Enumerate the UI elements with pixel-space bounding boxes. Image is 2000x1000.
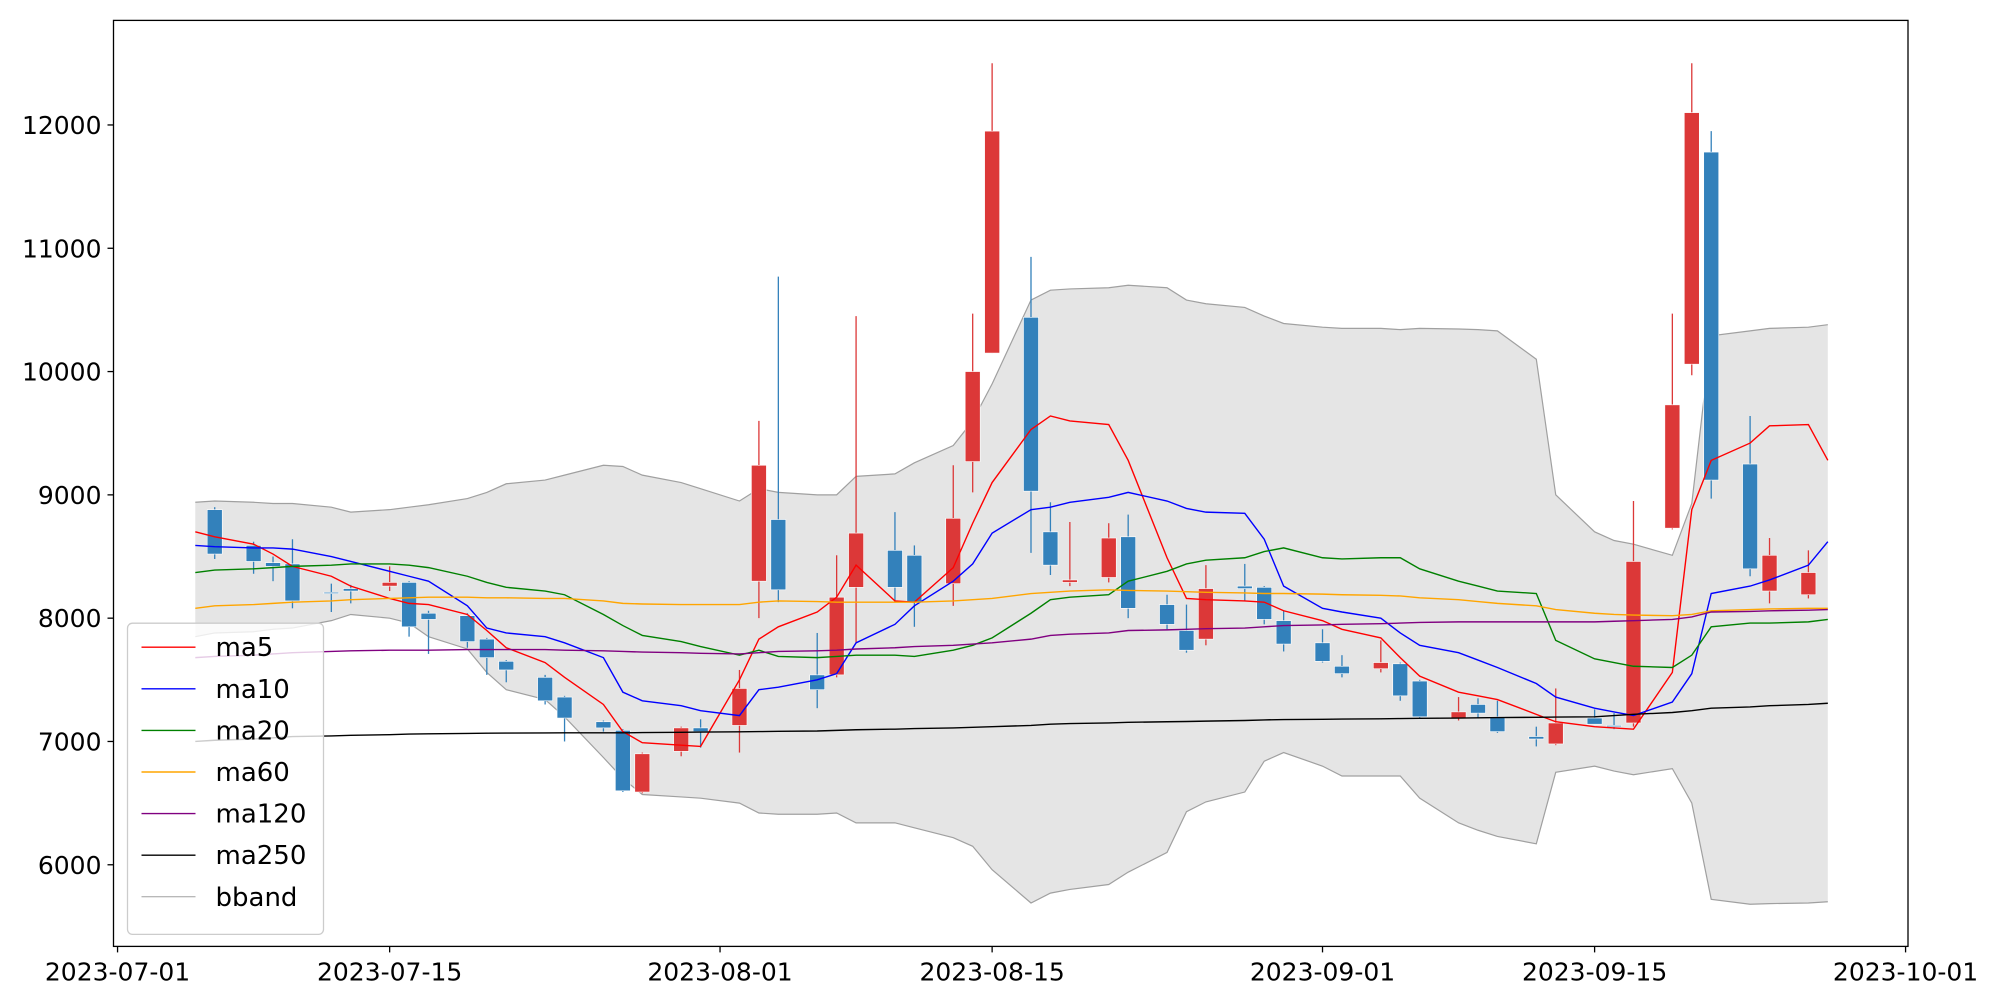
x-tick-label: 2023-08-01 bbox=[647, 957, 792, 986]
candle-body bbox=[692, 727, 709, 732]
candle-body bbox=[537, 677, 553, 702]
candle-body bbox=[828, 596, 845, 676]
candle-body bbox=[1120, 536, 1136, 609]
ma-line bbox=[195, 415, 1829, 748]
candle-body bbox=[323, 591, 340, 594]
candle-body bbox=[964, 371, 981, 462]
candle-body bbox=[479, 638, 495, 658]
candle-body bbox=[809, 674, 826, 690]
y-tick-label: 9000 bbox=[38, 481, 102, 510]
y-tick-label: 11000 bbox=[22, 234, 102, 263]
candle-body bbox=[731, 688, 748, 726]
legend-label: ma120 bbox=[216, 800, 307, 830]
y-tick-label: 12000 bbox=[22, 111, 102, 140]
candle-body bbox=[1042, 531, 1059, 566]
legend-label: ma10 bbox=[216, 675, 290, 705]
x-tick-label: 2023-09-01 bbox=[1250, 957, 1395, 986]
legend: ma5 ma10 ma20 ma60 ma120 ma250 bband bbox=[126, 622, 325, 936]
x-tick-label: 2023-07-15 bbox=[317, 957, 462, 986]
plot bbox=[195, 63, 1829, 905]
candle-body bbox=[284, 563, 301, 602]
y-tick-label: 10000 bbox=[22, 358, 102, 387]
candle-body bbox=[770, 519, 787, 591]
candle-body bbox=[420, 612, 437, 620]
candle-body bbox=[556, 696, 573, 719]
band-edge bbox=[195, 613, 1828, 905]
legend-label: ma60 bbox=[216, 758, 290, 788]
candle-body bbox=[1159, 604, 1175, 625]
legend-label: bband bbox=[216, 883, 298, 913]
x-tick-label: 2023-09-15 bbox=[1522, 957, 1667, 986]
candle-body bbox=[1314, 642, 1331, 662]
candle-body bbox=[615, 730, 631, 792]
candle-body bbox=[945, 517, 962, 584]
axes-frame bbox=[112, 19, 1909, 948]
y-tick-label: 7000 bbox=[38, 727, 102, 756]
legend-label: ma250 bbox=[216, 841, 307, 871]
candle-body bbox=[1683, 112, 1700, 365]
candle-body bbox=[1625, 561, 1642, 724]
y-tick-label: 8000 bbox=[38, 604, 102, 633]
candle-body bbox=[1178, 630, 1195, 651]
candle-body bbox=[1800, 572, 1817, 596]
candle-body bbox=[342, 588, 359, 592]
candle-body bbox=[1023, 317, 1039, 492]
legend-label: ma5 bbox=[216, 633, 274, 663]
candle-body bbox=[1100, 537, 1117, 578]
ma-line bbox=[195, 589, 1828, 617]
candle-body bbox=[1664, 404, 1681, 529]
candle-body bbox=[498, 661, 515, 671]
candle-body bbox=[984, 130, 1000, 354]
x-tick-label: 2023-07-01 bbox=[45, 957, 190, 986]
legend-box bbox=[126, 622, 325, 936]
candle-body bbox=[1586, 717, 1603, 725]
candle-body bbox=[1470, 704, 1486, 714]
y-tick-label: 6000 bbox=[38, 851, 102, 880]
candle-body bbox=[634, 753, 651, 793]
x-tick-label: 2023-08-15 bbox=[919, 957, 1064, 986]
candle-body bbox=[401, 582, 417, 628]
candle-body bbox=[1528, 736, 1545, 740]
candle-body bbox=[906, 554, 923, 603]
candle-body bbox=[1256, 587, 1273, 620]
candle-body bbox=[1742, 463, 1758, 570]
candle-body bbox=[1489, 716, 1506, 732]
ma-line bbox=[195, 491, 1829, 717]
candle-body bbox=[1236, 585, 1253, 589]
candle-body bbox=[1703, 151, 1720, 481]
candle-body bbox=[206, 509, 223, 555]
candle-body bbox=[595, 721, 612, 729]
candle-body bbox=[1450, 711, 1467, 719]
candle-body bbox=[1334, 665, 1350, 674]
ma-line bbox=[195, 702, 1828, 743]
legend-label: ma20 bbox=[216, 716, 290, 746]
candle-body bbox=[673, 727, 689, 752]
candle-body bbox=[265, 562, 281, 567]
candle-body bbox=[1606, 725, 1622, 728]
candle-body bbox=[1411, 680, 1428, 718]
candle-body bbox=[1392, 663, 1409, 697]
ma-line bbox=[195, 608, 1828, 659]
candle-body bbox=[459, 615, 476, 642]
x-tick-label: 2023-10-01 bbox=[1833, 957, 1978, 986]
candle-body bbox=[751, 464, 767, 582]
candle-body bbox=[1062, 579, 1078, 583]
band-area bbox=[195, 285, 1828, 905]
candle-body bbox=[848, 532, 864, 588]
candle-body bbox=[1761, 554, 1778, 592]
candle-body bbox=[1547, 722, 1564, 745]
candle-body bbox=[245, 545, 262, 562]
candle-body bbox=[381, 582, 398, 587]
candle-body bbox=[887, 550, 903, 588]
candle-body bbox=[1275, 620, 1292, 645]
candle-body bbox=[1198, 588, 1214, 640]
band-edge bbox=[195, 284, 1828, 557]
candle-body bbox=[1373, 662, 1389, 670]
ma-line bbox=[195, 547, 1828, 669]
